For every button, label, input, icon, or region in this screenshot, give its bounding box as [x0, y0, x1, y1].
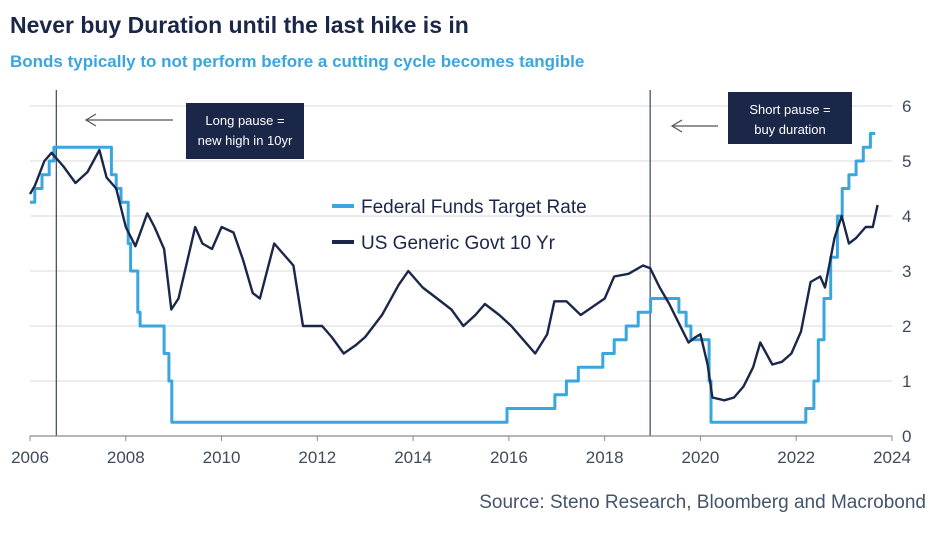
line-chart: 0 1 2 3 4 5 6 2006 2008 2010 2012 2014 2016 2018 2020 2… [11, 90, 911, 467]
x-tick-label: 2018 [586, 448, 624, 467]
source-note: Source: Steno Research, Bloomberg and Ma… [479, 492, 926, 513]
series-fed-funds-line [30, 132, 876, 424]
x-tick-label: 2020 [682, 448, 720, 467]
annotations: Long pause = new high in 10yr Short pause … [84, 92, 852, 159]
x-tick-label: 2006 [11, 448, 49, 467]
annotation-text: Long pause = [205, 113, 284, 128]
chart-subtitle: Bonds typically to not perform before a … [10, 52, 585, 71]
y-tick-label: 1 [902, 372, 911, 391]
x-tick-label: 2022 [777, 448, 815, 467]
series-lines [28, 132, 879, 424]
y-tick-label: 3 [902, 262, 911, 281]
annotation-box [728, 92, 852, 144]
annotation-text: new high in 10yr [198, 133, 293, 148]
annotation-text: buy duration [754, 122, 826, 137]
x-tick-label: 2014 [394, 448, 432, 467]
annotation-box [186, 103, 304, 159]
x-tick-label: 2012 [298, 448, 336, 467]
annotation-arrowhead [84, 113, 97, 127]
annotation-arrowhead [670, 119, 683, 133]
event-lines [55, 90, 651, 436]
x-tick-label: 2016 [490, 448, 528, 467]
y-tick-label: 5 [902, 152, 911, 171]
axes: 0 1 2 3 4 5 6 2006 2008 2010 2012 2014 2016 2018 2020 2… [11, 97, 911, 467]
y-tick-label: 2 [902, 317, 911, 336]
series-us-10yr-line [28, 148, 879, 402]
chart-title: Never buy Duration until the last hike i… [10, 12, 469, 38]
legend-label: US Generic Govt 10 Yr [361, 233, 556, 254]
y-tick-label: 6 [902, 97, 911, 116]
x-tick-label: 2008 [107, 448, 145, 467]
annotation-text: Short pause = [749, 102, 830, 117]
x-tick-label: 2010 [203, 448, 241, 467]
legend: Federal Funds Target Rate US Generic Govt… [332, 197, 587, 254]
legend-label: Federal Funds Target Rate [361, 197, 587, 218]
y-tick-label: 0 [902, 427, 911, 446]
x-tick-label: 2024 [873, 448, 911, 467]
gridlines [30, 105, 892, 382]
y-tick-label: 4 [902, 207, 911, 226]
